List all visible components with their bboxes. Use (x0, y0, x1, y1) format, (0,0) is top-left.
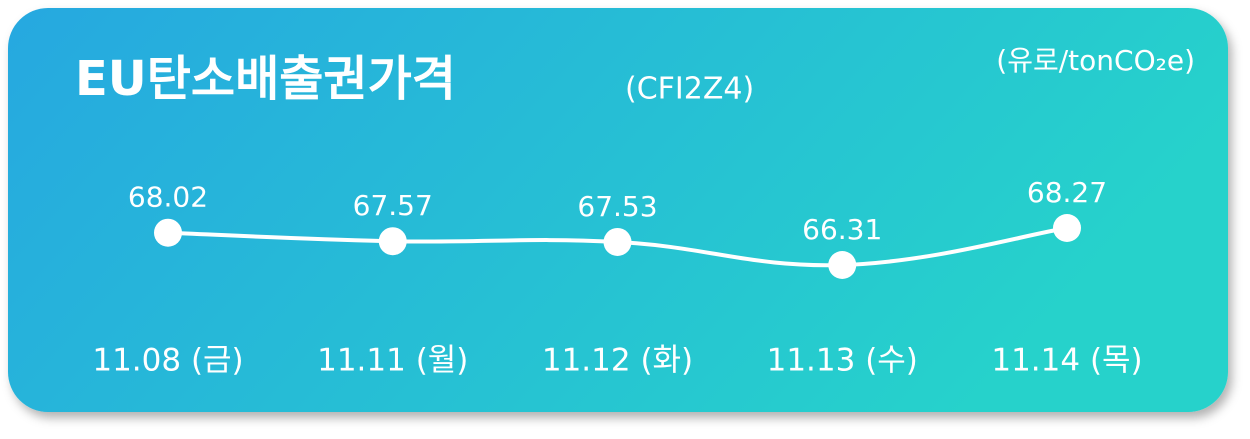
point (828, 251, 857, 279)
point (1053, 214, 1081, 242)
point (603, 227, 632, 256)
x-tick-label: 11.08 (금) (92, 343, 243, 379)
data-label: 68.02 (128, 181, 208, 214)
chart-title: EU탄소배출권가격 (75, 51, 456, 107)
x-tick-label: 11.14 (목) (991, 343, 1142, 379)
x-tick-label: 11.12 (화) (542, 343, 693, 379)
card (8, 8, 1228, 412)
data-label: 67.57 (353, 189, 433, 222)
x-tick-label: 11.11 (월) (317, 343, 468, 379)
point (154, 218, 182, 247)
point (378, 227, 407, 256)
x-tick-label: 11.13 (수) (767, 343, 918, 379)
data-label: 67.53 (577, 190, 657, 223)
chart-subtitle: (CFI2Z4) (625, 72, 754, 107)
data-label: 68.27 (1027, 176, 1107, 209)
unit-label: (유로/tonCO₂e) (996, 44, 1195, 77)
data-label: 66.31 (802, 213, 882, 246)
